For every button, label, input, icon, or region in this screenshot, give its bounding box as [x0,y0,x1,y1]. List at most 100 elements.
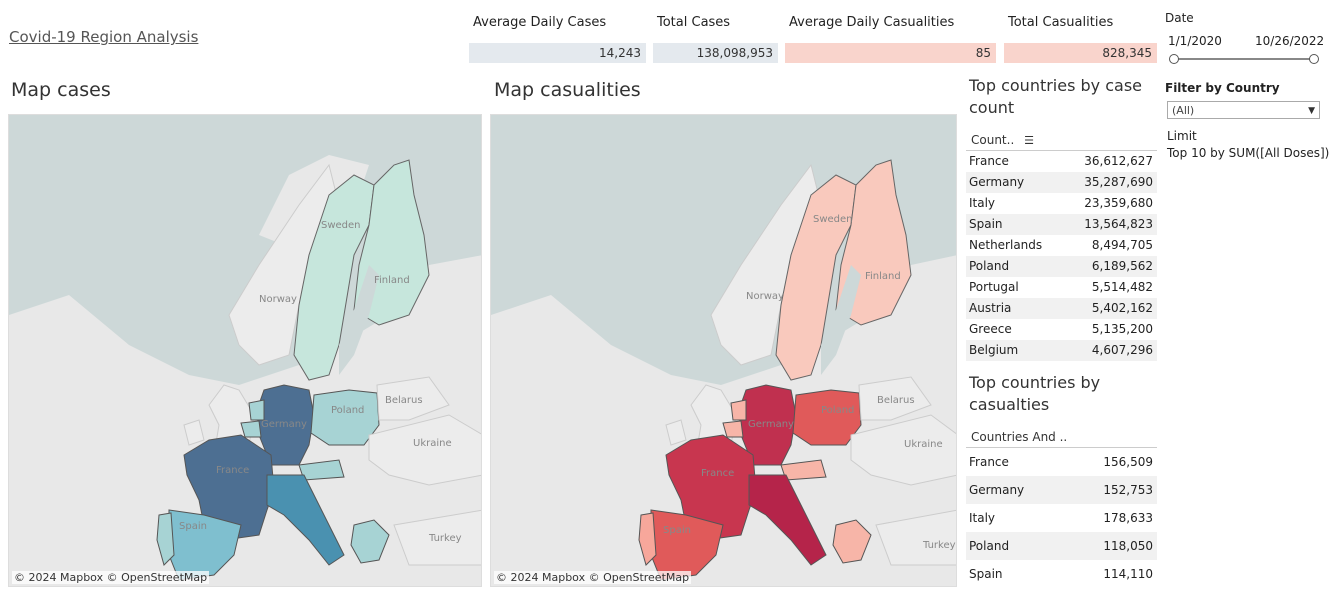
map-casualties-title: Map casualities [494,79,641,101]
date-filter-label: Date [1165,11,1194,25]
label-finland: Finland [865,271,901,282]
row-value: 4,607,296 [1091,343,1153,357]
label-turkey: Turkey [922,540,956,551]
label-ukraine: Ukraine [413,438,452,449]
top-cases-column-header[interactable]: Count.. [971,133,1015,147]
country-turkey [875,509,956,566]
label-france: France [216,465,249,476]
country-filter-dropdown[interactable]: (All) ▼ [1167,101,1320,119]
map-cases-attribution[interactable]: © 2024 Mapbox © OpenStreetMap [12,571,210,584]
country-ireland [665,419,687,446]
label-norway: Norway [746,291,784,302]
country-portugal [638,512,657,566]
date-slider-track[interactable] [1173,58,1314,60]
table-row[interactable]: Belgium 4,607,296 [966,340,1157,361]
table-row[interactable]: Greece 5,135,200 [966,319,1157,340]
row-value: 8,494,705 [1091,238,1153,252]
row-value: 156,509 [1103,455,1153,469]
label-ukraine: Ukraine [904,439,943,450]
country-spain [650,509,724,581]
label-spain: Spain [663,525,691,536]
sort-icon[interactable]: ☰ [1024,134,1034,147]
country-italy [266,474,345,566]
row-country: France [969,154,1009,168]
row-value: 36,612,627 [1084,154,1153,168]
row-country: Poland [969,259,1010,273]
row-value: 178,633 [1103,511,1153,525]
table-row[interactable]: Poland 118,050 [966,532,1157,560]
table-row[interactable]: Germany 152,753 [966,476,1157,504]
map-casualties[interactable]: Sweden Finland Norway Germany Poland Bel… [490,114,957,587]
top-casualties-title: Top countries by casualties [969,373,1101,414]
country-portugal [156,512,175,566]
table-row[interactable]: Germany 35,287,690 [966,172,1157,193]
label-turkey: Turkey [428,533,462,544]
row-value: 13,564,823 [1084,217,1153,231]
row-value: 23,359,680 [1084,196,1153,210]
country-belgium [240,420,262,438]
top-casualties-column-header[interactable]: Countries And .. [971,430,1068,444]
table-row[interactable]: Austria 5,402,162 [966,298,1157,319]
row-country: Spain [969,217,1003,231]
country-greece [832,519,872,564]
row-country: Spain [969,567,1003,581]
row-country: Portugal [969,280,1019,294]
row-value: 114,110 [1103,567,1153,581]
country-belarus [858,376,932,421]
label-spain: Spain [179,521,207,532]
map-cases[interactable]: Sweden Finland Norway Germany Poland Bel… [8,114,482,587]
date-slider-end-handle[interactable] [1309,54,1319,64]
chevron-down-icon[interactable]: ▼ [1308,106,1315,116]
page-title[interactable]: Covid-19 Region Analysis [9,28,199,46]
country-netherlands [248,399,265,421]
row-country: France [969,455,1009,469]
kpi-avg-daily-casualities-value: 85 [785,43,996,63]
table-row[interactable]: Netherlands 8,494,705 [966,235,1157,256]
table-row[interactable]: Spain 13,564,823 [966,214,1157,235]
country-ireland [183,419,205,446]
row-country: Belgium [969,343,1019,357]
table-row[interactable]: Portugal 5,514,482 [966,277,1157,298]
country-italy [748,474,827,566]
row-value: 152,753 [1103,483,1153,497]
kpi-avg-daily-casualities-label: Average Daily Casualities [789,15,955,30]
row-country: Greece [969,322,1012,336]
limit-value: Top 10 by SUM([All Doses]) [1167,146,1330,160]
table-row[interactable]: Italy 23,359,680 [966,193,1157,214]
top-casualties-header[interactable]: Countries And .. [966,430,1157,448]
row-value: 35,287,690 [1084,175,1153,189]
top-casualties-table: France 156,509 Germany 152,753 Italy 178,63… [966,448,1157,588]
table-row[interactable]: Italy 178,633 [966,504,1157,532]
row-value: 5,514,482 [1091,280,1153,294]
country-netherlands [730,399,747,421]
row-value: 118,050 [1103,539,1153,553]
date-filter-end: 10/26/2022 [1255,34,1325,48]
date-filter-start: 1/1/2020 [1168,34,1222,48]
country-greece [350,519,390,564]
label-germany: Germany [748,419,794,430]
kpi-total-cases-value: 138,098,953 [653,43,778,63]
baltic-sea [339,265,379,375]
row-country: Netherlands [969,238,1043,252]
country-ukraine [368,414,481,486]
label-sweden: Sweden [321,220,361,231]
map-casualties-attribution[interactable]: © 2024 Mapbox © OpenStreetMap [494,571,692,584]
row-country: Poland [969,539,1010,553]
limit-label: Limit [1167,129,1197,143]
country-belgium [722,420,744,438]
row-country: Germany [969,483,1025,497]
table-row[interactable]: Spain 114,110 [966,560,1157,588]
country-ukraine [850,414,956,486]
table-row[interactable]: Poland 6,189,562 [966,256,1157,277]
label-sweden: Sweden [813,214,853,225]
country-spain [168,509,242,581]
kpi-avg-daily-cases-value: 14,243 [469,43,646,63]
top-cases-header[interactable]: Count.. ☰ [966,133,1157,151]
map-casualties-svg: Sweden Finland Norway Germany Poland Bel… [491,159,956,586]
label-france: France [701,468,734,479]
table-row[interactable]: France 36,612,627 [966,151,1157,172]
country-turkey [393,509,481,566]
date-slider-start-handle[interactable] [1169,54,1179,64]
table-row[interactable]: France 156,509 [966,448,1157,476]
label-poland: Poland [821,405,854,416]
